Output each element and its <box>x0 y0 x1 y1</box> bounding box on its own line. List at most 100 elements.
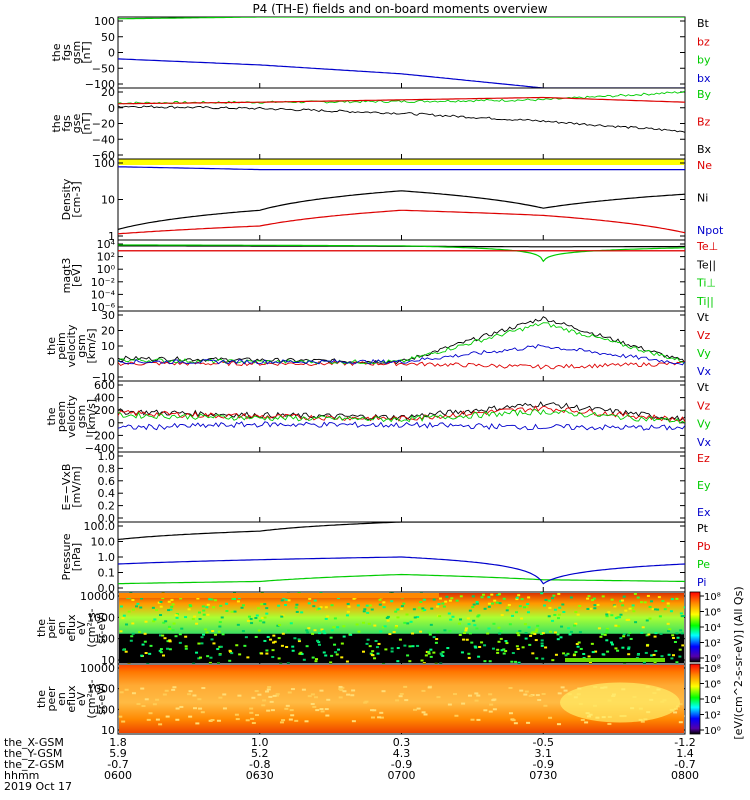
spectrogram-cell <box>541 632 545 635</box>
spectrogram-cell <box>262 621 266 624</box>
spectrogram-cell <box>421 607 425 610</box>
y-tick-label: 0.0 <box>98 582 116 595</box>
spectrogram-cell <box>131 622 135 625</box>
y-tick-label: 10.0 <box>91 536 116 549</box>
spectrogram-cell <box>265 612 269 615</box>
legend-entry: Vx <box>697 365 712 378</box>
colorbar-tick-label: 10⁶ <box>704 608 721 619</box>
spectrogram-cell <box>540 639 544 642</box>
panel-plot-area <box>118 90 685 133</box>
spectrogram-cell <box>250 717 255 720</box>
y-tick-label: 1000 <box>87 611 115 624</box>
legend-entry: bx <box>697 72 711 85</box>
spectrogram-cell <box>301 688 306 691</box>
spectrogram-cell <box>197 642 201 645</box>
y-tick-label: 0.8 <box>98 462 116 475</box>
spectrogram-cell <box>243 644 247 647</box>
spectrogram-cell <box>394 626 398 629</box>
spectrogram-cell <box>166 647 170 650</box>
y-tick-label: −50 <box>92 62 115 75</box>
spectrogram-cell <box>119 630 123 633</box>
x-axis-row-label: the_X-GSM <box>4 736 64 749</box>
spectrogram-cell <box>409 620 413 623</box>
panel-plot-area <box>118 244 685 263</box>
panel-plot-area <box>119 592 685 664</box>
spectrogram-cell <box>395 699 400 702</box>
spectrogram-cell <box>229 650 233 653</box>
spectrogram-cell <box>300 611 304 614</box>
legends-layer: Bt bz by bx By Bz Bx Ne Ni Npot Te⊥ Te|| Ti⊥ Ti|| Vt Vz… <box>696 17 724 589</box>
spectrogram-cell <box>400 605 404 608</box>
spectrogram-cell <box>548 606 552 609</box>
spectrogram-cell <box>424 654 428 657</box>
spectrogram-cell <box>499 629 503 632</box>
spectrogram-cell <box>275 693 280 696</box>
spectrogram-cell <box>610 614 614 617</box>
spectrogram-cell <box>627 618 631 621</box>
y-tick-label: −400 <box>85 442 115 455</box>
spectrogram-cell <box>310 693 315 696</box>
spectrogram-cell <box>622 595 626 598</box>
spectrogram-cell <box>148 652 152 655</box>
spectrogram-cell <box>340 656 344 659</box>
spectrogram-cell <box>605 639 609 642</box>
spectrogram-cell <box>307 695 312 698</box>
spectrogram-cell <box>202 613 206 616</box>
spectrogram-cell <box>161 654 165 657</box>
spectrogram-cell <box>610 598 614 601</box>
spectrogram-cell <box>330 654 334 657</box>
spectrogram-cell <box>382 606 386 609</box>
spectrogram-cell <box>244 636 248 639</box>
spectrogram-cell <box>191 618 195 621</box>
y-axis-label-line: gsm <box>70 41 83 64</box>
spectrogram-cell <box>627 647 631 650</box>
spectrogram-cell <box>473 624 477 627</box>
colorbar-tick-label: 10⁰ <box>704 726 721 737</box>
spectrogram-cell <box>679 629 683 632</box>
spectrogram-cell <box>419 630 423 633</box>
spectrogram-cell <box>198 707 203 710</box>
spectrogram-cell <box>346 610 350 613</box>
spectrogram-cell <box>195 722 200 725</box>
series-Vx <box>118 344 685 366</box>
spectrogram-cell <box>557 692 562 695</box>
spectrogram-cell <box>544 646 548 649</box>
spectrogram-cell <box>281 719 286 722</box>
spectrogram-cell <box>526 603 530 606</box>
spectrogram-cell <box>511 719 516 722</box>
spectrogram-cell <box>527 596 531 599</box>
spectrogram-cell <box>352 597 356 600</box>
spectrogram-cell <box>673 711 678 714</box>
spectrogram-cell <box>346 602 350 605</box>
spectrogram-cell <box>606 627 610 630</box>
spectrogram-cell <box>533 632 537 635</box>
spectrogram-cell <box>278 623 282 626</box>
spectrogram-cell <box>447 703 452 706</box>
spectrogram-cell <box>178 641 182 644</box>
spectrogram-cell <box>378 603 382 606</box>
spectrogram-cell <box>678 721 683 724</box>
spectrogram-cell <box>340 642 344 645</box>
series-Ti|| <box>118 244 685 263</box>
spectrogram-cell <box>605 615 609 618</box>
spectrogram-cell <box>265 649 269 652</box>
spectrogram-cell <box>356 604 360 607</box>
spectrogram-cell <box>551 659 555 662</box>
y-tick-label: 10⁻² <box>91 276 115 289</box>
spectrogram-cell <box>526 721 531 724</box>
spectrogram-cell <box>119 605 123 608</box>
spectrogram-cell <box>149 644 153 647</box>
spectrogram-cell <box>165 715 170 718</box>
spectrogram-cell <box>205 606 209 609</box>
spectrogram-cell <box>122 648 126 651</box>
spectrogram-cell <box>260 652 264 655</box>
spectrogram-cell <box>254 690 259 693</box>
y-tick-label: 10⁻⁶ <box>91 301 116 314</box>
y-tick-label: 10000 <box>80 662 115 675</box>
spectrogram-cell <box>172 622 176 625</box>
spectrogram-cell <box>569 630 573 633</box>
spectrogram-cell <box>578 604 582 607</box>
spectrogram-cell <box>168 639 172 642</box>
panel-5: 30 20 10 0 −10 <box>92 309 686 384</box>
spectrogram-cell <box>597 627 601 630</box>
